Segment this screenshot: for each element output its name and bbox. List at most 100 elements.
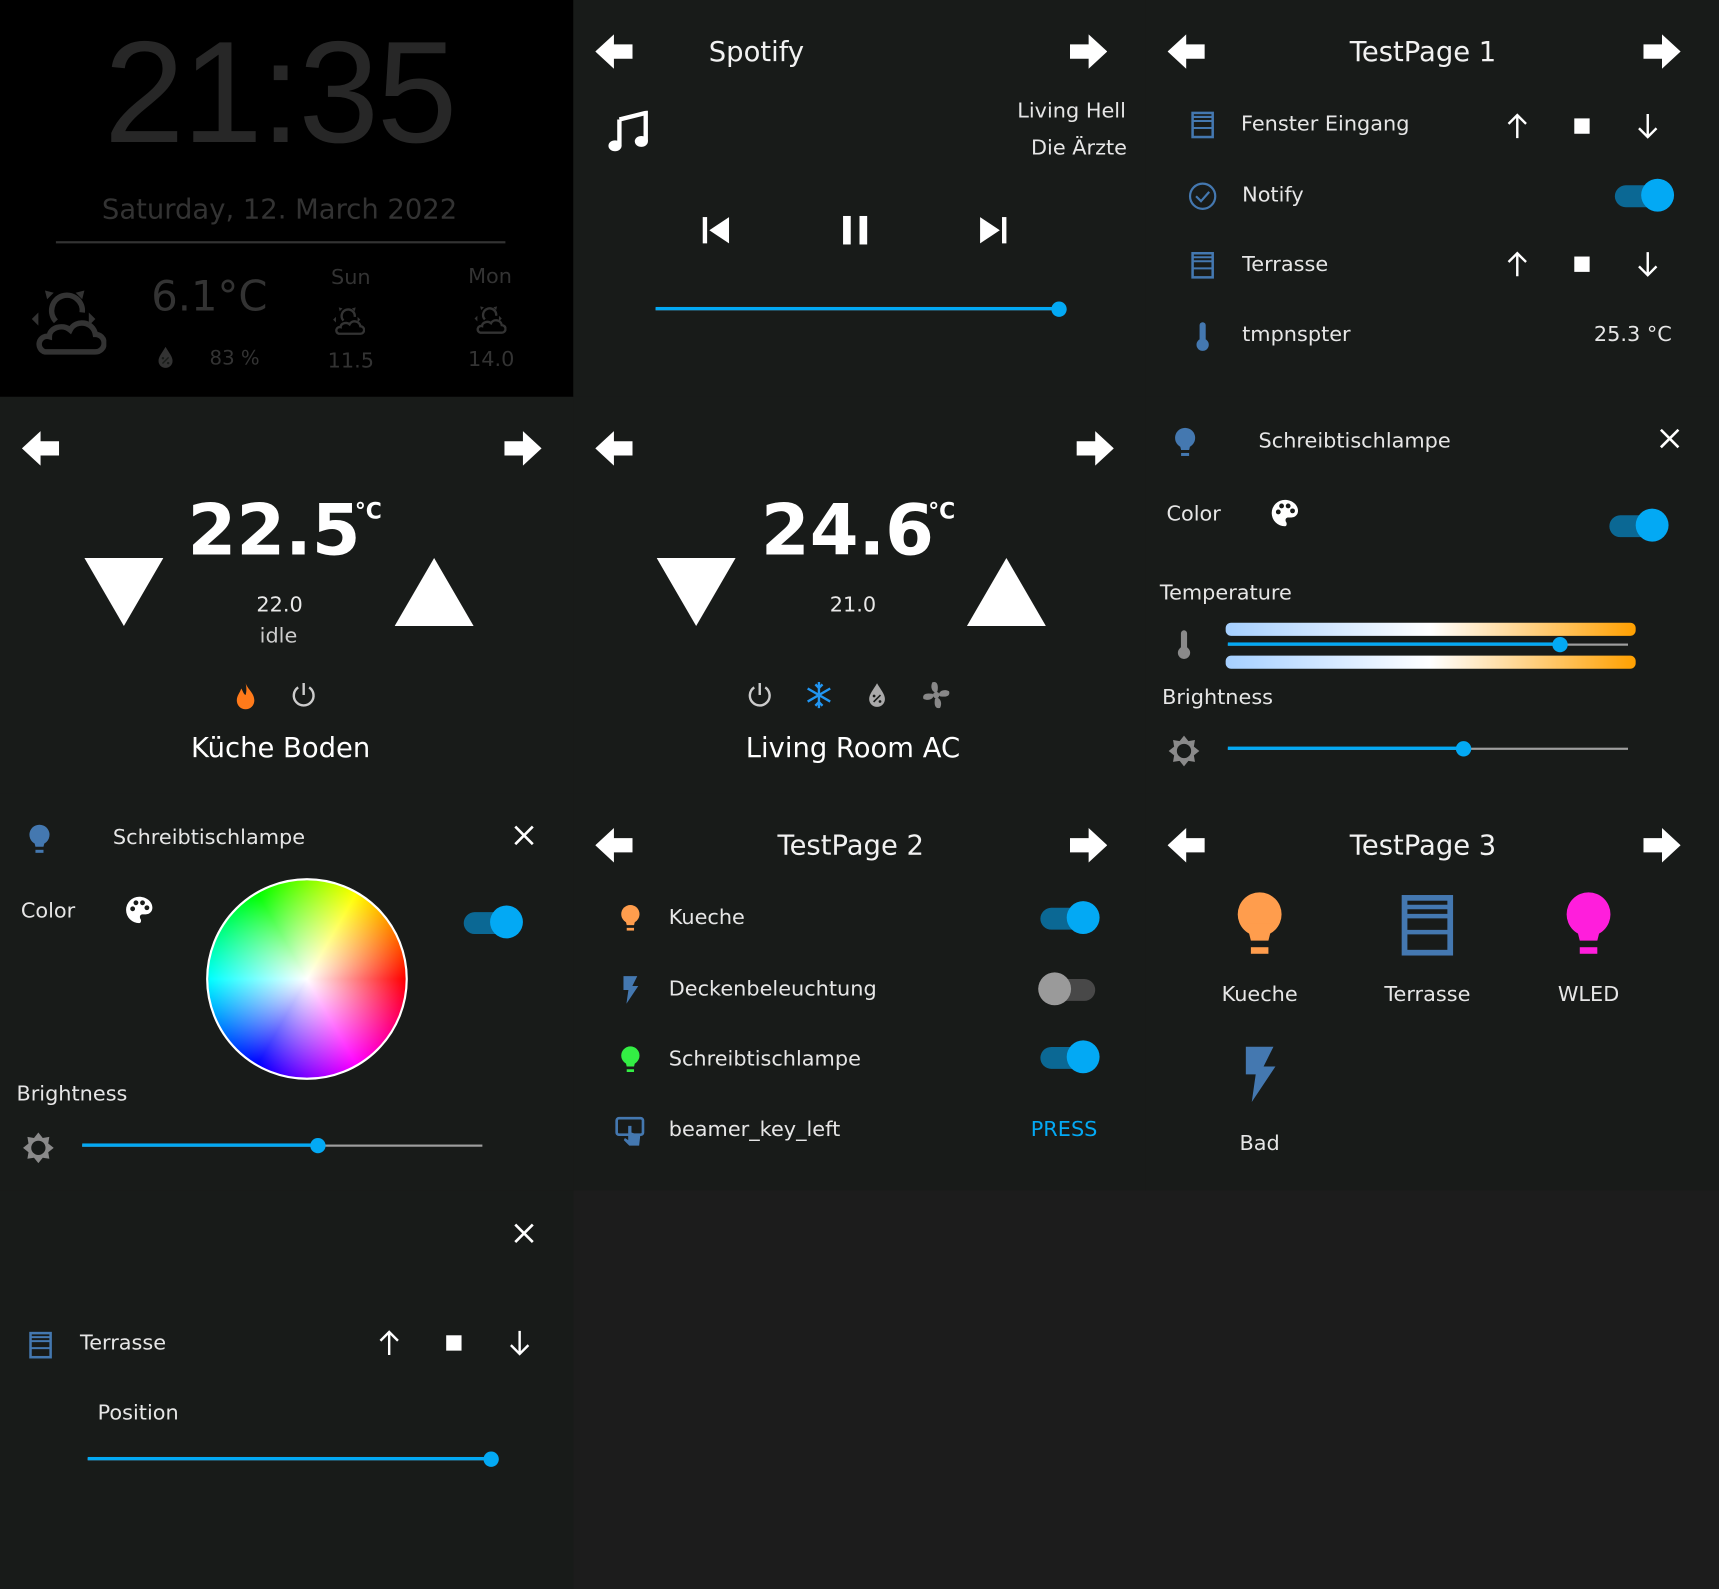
color-temperature-slider[interactable] (1227, 634, 1629, 656)
cover-stop-button[interactable] (1571, 115, 1593, 137)
next-track-button[interactable] (978, 215, 1009, 246)
cover-name: Terrasse (80, 1330, 167, 1356)
prev-page-button[interactable] (1168, 828, 1205, 863)
notify-toggle[interactable] (1614, 178, 1675, 214)
row-label: tmpnspter (1242, 322, 1351, 347)
position-slider[interactable] (87, 1448, 499, 1470)
palette-icon[interactable] (125, 896, 154, 925)
brightness-icon (1168, 735, 1201, 768)
schreibtischlampe-toggle[interactable] (1040, 1040, 1100, 1075)
light-color-panel: Schreibtischlampe Color Brightness (0, 793, 574, 1191)
divider (55, 241, 506, 244)
press-button[interactable]: PRESS (1030, 1117, 1098, 1142)
decrease-temperature-button[interactable] (657, 558, 736, 626)
cover-up-button[interactable] (1506, 251, 1528, 277)
close-button[interactable] (513, 824, 535, 846)
thermometer-icon (1195, 321, 1210, 352)
temperature-label: Temperature (1159, 581, 1292, 606)
humidity-value: 83 % (209, 346, 260, 371)
prev-page-button[interactable] (1168, 34, 1205, 69)
cover-down-button[interactable] (509, 1330, 531, 1356)
increase-temperature-button[interactable] (395, 558, 474, 626)
spotify-panel: Spotify Living Hell Die Ärzte (573, 0, 1146, 397)
prev-page-button[interactable] (595, 828, 632, 863)
track-title: Living Hell (1017, 98, 1126, 123)
cover-popup-panel: Terrasse Position (0, 1190, 574, 1589)
partly-cloudy-icon (30, 282, 107, 359)
color-label: Color (1166, 502, 1221, 527)
mode-cool-button[interactable] (805, 681, 834, 710)
page-title: Spotify (708, 35, 805, 68)
lightbulb-icon (27, 824, 51, 855)
cover-up-button[interactable] (378, 1330, 400, 1356)
light-toggle[interactable] (463, 905, 523, 941)
tile-terrasse[interactable]: Terrasse (1367, 892, 1488, 1024)
window-shutter-icon (1400, 891, 1455, 959)
clock-date: Saturday, 12. March 2022 (101, 193, 458, 226)
window-shutter-icon (1191, 111, 1215, 140)
mode-fan-button[interactable] (921, 680, 952, 711)
decrease-temperature-button[interactable] (84, 558, 163, 626)
partly-cloudy-icon (332, 304, 365, 337)
prev-page-button[interactable] (595, 34, 632, 69)
next-page-button[interactable] (1070, 34, 1107, 69)
next-page-button[interactable] (1643, 34, 1680, 69)
light-toggle[interactable] (1609, 508, 1669, 544)
prev-page-button[interactable] (595, 431, 632, 466)
mode-heat-button[interactable] (235, 682, 257, 711)
brightness-label: Brightness (16, 1082, 128, 1107)
previous-track-button[interactable] (701, 215, 732, 246)
next-page-button[interactable] (1077, 431, 1114, 466)
clock-time: 21:35 (103, 11, 457, 173)
lightbulb-icon (1233, 891, 1286, 959)
tile-label: Terrasse (1384, 982, 1471, 1007)
tile-bad[interactable]: Bad (1199, 1041, 1320, 1173)
forecast-day: Sun (330, 265, 371, 290)
brightness-slider[interactable] (1227, 738, 1629, 760)
mode-off-button[interactable] (747, 682, 773, 708)
next-page-button[interactable] (1070, 828, 1107, 863)
brightness-slider[interactable] (82, 1135, 483, 1157)
page-title: TestPage 3 (1349, 829, 1497, 862)
increase-temperature-button[interactable] (967, 558, 1046, 626)
pause-button[interactable] (840, 214, 871, 247)
cover-stop-button[interactable] (443, 1332, 465, 1354)
forecast-day: Mon (468, 264, 513, 289)
cover-stop-button[interactable] (1571, 253, 1593, 275)
row-label: Fenster Eingang (1241, 111, 1410, 136)
tile-label: Kueche (1221, 982, 1298, 1007)
thermometer-icon (1176, 629, 1191, 660)
track-artist: Die Ärzte (1031, 135, 1127, 161)
tile-kueche[interactable]: Kueche (1199, 892, 1320, 1024)
lightbulb-icon (1562, 891, 1615, 959)
brightness-label: Brightness (1162, 685, 1274, 710)
close-button[interactable] (513, 1222, 535, 1244)
testpage3-panel: TestPage 3 Kueche Terrasse WLED Bad (1145, 793, 1719, 1191)
thermostat-name: Living Room AC (745, 731, 961, 764)
position-label: Position (97, 1401, 179, 1426)
next-page-button[interactable] (504, 431, 541, 466)
cover-down-button[interactable] (1637, 251, 1659, 277)
cover-up-button[interactable] (1506, 113, 1528, 139)
partly-cloudy-icon (474, 303, 507, 336)
prev-page-button[interactable] (22, 431, 59, 466)
color-wheel[interactable] (206, 878, 408, 1080)
tile-wled[interactable]: WLED (1528, 892, 1649, 1024)
row-label: Notify (1242, 183, 1304, 208)
light-name: Schreibtischlampe (112, 825, 306, 850)
next-page-button[interactable] (1643, 828, 1680, 863)
check-circle-icon (1187, 181, 1218, 212)
close-button[interactable] (1659, 428, 1681, 450)
target-temperature: 21.0 (829, 593, 877, 618)
mode-off-button[interactable] (291, 682, 317, 708)
mode-dry-button[interactable] (867, 682, 887, 708)
target-temperature: 22.0 (256, 593, 303, 618)
progress-slider[interactable] (655, 298, 1067, 320)
palette-icon[interactable] (1271, 499, 1300, 528)
cover-down-button[interactable] (1637, 113, 1659, 139)
deckenbeleuchtung-toggle[interactable] (1038, 972, 1099, 1007)
light-temperature-panel: Schreibtischlampe Color Temperature Brig… (1145, 396, 1719, 794)
row-label: Schreibtischlampe (668, 1046, 861, 1072)
kueche-toggle[interactable] (1040, 901, 1100, 936)
lightbulb-icon (619, 903, 641, 934)
